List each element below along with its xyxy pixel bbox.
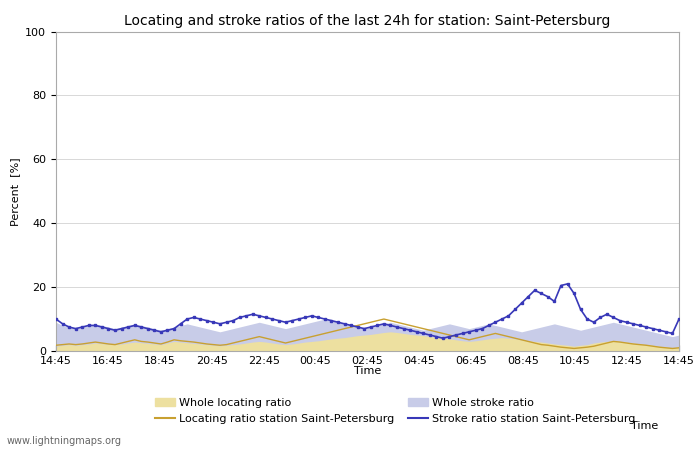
Legend: Whole locating ratio, Locating ratio station Saint-Petersburg, Whole stroke rati: Whole locating ratio, Locating ratio sta…	[155, 398, 636, 423]
Text: www.lightningmaps.org: www.lightningmaps.org	[7, 436, 122, 446]
Text: Time: Time	[631, 421, 658, 431]
X-axis label: Time: Time	[354, 366, 381, 376]
Title: Locating and stroke ratios of the last 24h for station: Saint-Petersburg: Locating and stroke ratios of the last 2…	[125, 14, 610, 27]
Y-axis label: Percent  [%]: Percent [%]	[10, 157, 20, 225]
